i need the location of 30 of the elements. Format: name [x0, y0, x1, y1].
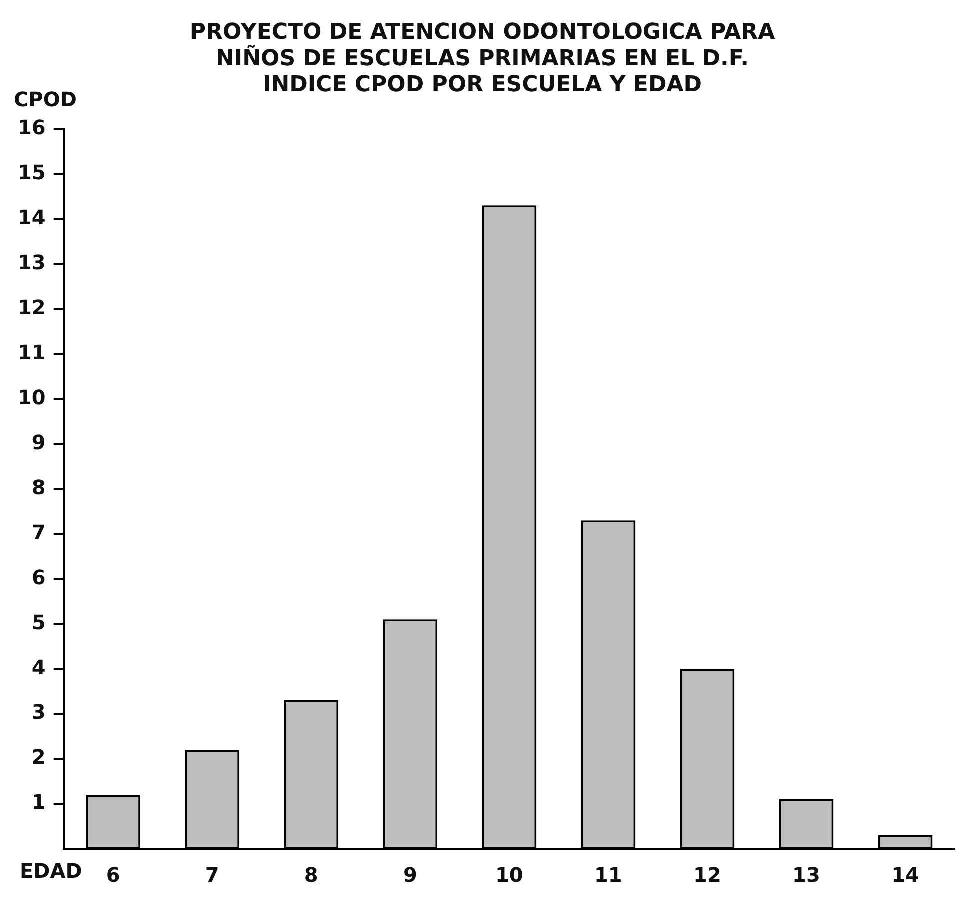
- y-tick-label: 14: [18, 205, 46, 230]
- y-tick-label: 13: [18, 250, 46, 274]
- x-tick-label: 8: [304, 863, 318, 888]
- x-tick-label: 11: [594, 863, 622, 888]
- y-tick-label: 11: [18, 340, 46, 364]
- y-tick-label: 1: [32, 790, 46, 814]
- y-axis-title: CPOD: [14, 87, 77, 112]
- y-tick-label: 2: [32, 745, 46, 770]
- y-tick-label: 5: [32, 610, 46, 634]
- text: PROYECTO DE ATENCION ODONTOLOGICA PARA: [190, 20, 776, 45]
- y-tick-label: 4: [32, 655, 46, 680]
- x-tick-label: 12: [694, 863, 722, 888]
- y-tick-label: 8: [32, 475, 46, 500]
- y-tick-label: 16: [18, 115, 46, 140]
- x-tick-label: 13: [792, 863, 820, 888]
- text: INDICE CPOD POR ESCUELA Y EDAD: [263, 72, 702, 98]
- text: NIÑOS DE ESCUELAS PRIMARIAS EN EL D.F.: [216, 46, 750, 72]
- x-tick-label: 6: [106, 863, 120, 888]
- x-tick-label: 14: [892, 863, 920, 888]
- y-tick-label: 15: [18, 160, 46, 184]
- x-axis-title: EDAD: [20, 859, 82, 884]
- y-tick-label: 12: [18, 295, 46, 320]
- y-tick-label: 6: [32, 565, 46, 590]
- y-tick-label: 7: [32, 520, 46, 544]
- y-tick-label: 10: [18, 385, 46, 410]
- x-tick-label: 10: [495, 863, 524, 888]
- y-tick-label: 3: [32, 700, 46, 724]
- y-tick-label: 9: [32, 430, 46, 454]
- x-tick-label: 7: [205, 863, 220, 888]
- x-tick-label: 9: [403, 863, 418, 888]
